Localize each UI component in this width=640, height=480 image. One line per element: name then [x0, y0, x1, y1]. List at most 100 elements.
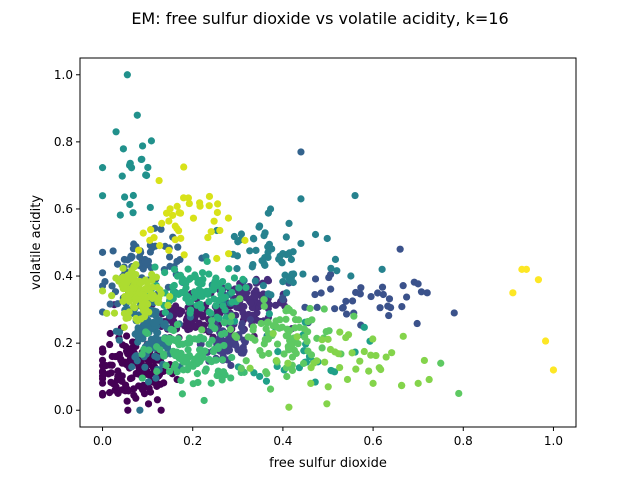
scatter-point: [114, 372, 122, 381]
scatter-point: [285, 306, 293, 314]
scatter-point: [189, 322, 197, 330]
scatter-point: [127, 284, 136, 292]
scatter-point: [348, 297, 357, 305]
scatter-point: [195, 319, 203, 327]
scatter-point: [280, 350, 288, 358]
scatter-point: [118, 359, 126, 367]
scatter-point: [211, 356, 219, 364]
scatter-point: [131, 353, 139, 361]
scatter-point: [198, 269, 207, 277]
scatter-point: [198, 326, 206, 334]
scatter-point: [146, 358, 154, 366]
scatter-point: [143, 258, 152, 266]
scatter-point: [133, 317, 142, 325]
scatter-point: [288, 366, 297, 375]
scatter-point: [123, 332, 131, 340]
scatter-point: [171, 305, 179, 313]
scatter-point: [265, 349, 273, 358]
y-tick-label: 0.2: [54, 336, 73, 350]
scatter-point: [249, 326, 257, 334]
scatter-point: [130, 240, 138, 248]
scatter-point: [124, 406, 132, 414]
scatter-point: [153, 367, 161, 375]
scatter-point: [138, 155, 146, 163]
scatter-point: [230, 274, 239, 282]
scatter-point: [149, 318, 157, 327]
scatter-point: [176, 255, 184, 264]
y-tick-label: 0.4: [54, 269, 73, 283]
scatter-point: [146, 236, 154, 244]
x-tick-label: 1.0: [544, 434, 563, 448]
scatter-point: [365, 367, 373, 375]
scatter-point: [160, 334, 169, 343]
scatter-point: [126, 200, 134, 209]
scatter-point: [311, 275, 320, 283]
scatter-point: [327, 264, 335, 272]
scatter-point: [455, 389, 463, 398]
scatter-point: [164, 301, 172, 309]
scatter-point: [264, 318, 272, 326]
scatter-point: [119, 264, 127, 272]
scatter-point: [132, 394, 140, 402]
x-axis-label: free sulfur dioxide: [269, 456, 387, 471]
scatter-point: [273, 340, 282, 348]
scatter-point: [107, 369, 115, 377]
scatter-point: [291, 324, 299, 332]
scatter-point: [213, 254, 221, 263]
scatter-point: [285, 249, 294, 257]
y-tick-label: 1.0: [54, 68, 73, 82]
scatter-point: [171, 351, 179, 360]
scatter-point: [333, 267, 341, 275]
scatter-point: [318, 336, 326, 344]
scatter-point: [161, 268, 169, 277]
scatter-point: [123, 397, 131, 405]
scatter-point: [534, 276, 543, 284]
scatter-point: [151, 352, 159, 360]
scatter-point: [369, 335, 377, 343]
scatter-point: [262, 325, 270, 333]
scatter-point: [357, 284, 365, 292]
scatter-point: [142, 171, 150, 179]
scatter-point: [288, 341, 296, 349]
scatter-point: [331, 305, 339, 313]
scatter-point: [382, 353, 390, 361]
scatter-point: [279, 294, 287, 302]
scatter-point: [264, 290, 272, 298]
scatter-point: [210, 217, 218, 225]
scatter-point: [111, 352, 119, 361]
scatter-point: [216, 226, 224, 235]
scatter-point: [236, 295, 244, 303]
scatter-point: [225, 265, 233, 273]
scatter-point: [241, 236, 249, 244]
scatter-point: [149, 291, 157, 299]
scatter-point: [350, 312, 358, 320]
scatter-point: [185, 199, 193, 208]
scatter-point: [140, 292, 149, 301]
scatter-point: [437, 359, 445, 367]
scatter-point: [233, 303, 241, 311]
scatter-point: [170, 265, 179, 274]
scatter-point: [144, 400, 153, 408]
scatter-point: [304, 347, 312, 355]
scatter-point: [261, 261, 269, 269]
scatter-point: [264, 277, 273, 285]
scatter-point: [261, 229, 269, 237]
scatter-point: [180, 163, 188, 171]
scatter-point: [158, 219, 166, 227]
scatter-point: [246, 247, 254, 255]
scatter-point: [218, 356, 227, 364]
scatter-point: [284, 359, 292, 367]
scatter-point: [171, 360, 180, 369]
scatter-point: [105, 389, 114, 397]
scatter-point: [323, 234, 331, 243]
scatter-point: [417, 288, 426, 296]
scatter-point: [98, 379, 107, 387]
scatter-point: [165, 217, 173, 225]
scatter-point: [182, 353, 190, 361]
scatter-point: [255, 223, 263, 231]
y-tick-label: 0.8: [54, 135, 73, 149]
scatter-point: [207, 379, 215, 387]
scatter-point: [367, 351, 375, 359]
scatter-point: [260, 340, 268, 348]
